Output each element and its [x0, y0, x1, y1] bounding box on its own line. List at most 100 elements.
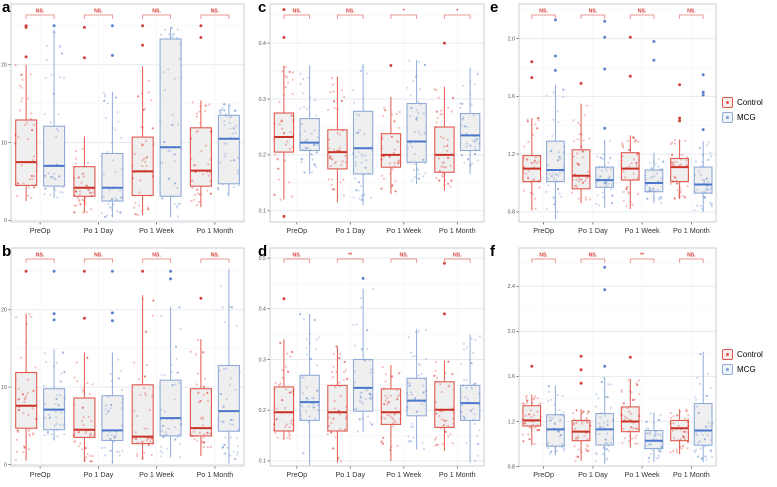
svg-text:NS.: NS. [539, 253, 548, 259]
svg-text:NS.: NS. [589, 9, 598, 15]
svg-text:2.0: 2.0 [508, 329, 515, 335]
legend-label-control: Control [737, 98, 763, 107]
svg-text:1.6: 1.6 [508, 94, 515, 100]
svg-text:PreOp: PreOp [286, 226, 307, 235]
panel-c: c NS. NS. * * 0.1 0.2 0.3 0.4 PreOp Po 1 Day Po 1 … [256, 0, 488, 243]
panel-f: f NS. NS. ** NS. 0.8 1.2 1.6 2.0 2.4 PreOp Po 1 Da… [488, 243, 720, 487]
mcg-key-icon [722, 112, 733, 123]
svg-text:NS.: NS. [152, 253, 161, 259]
svg-text:Po 1 Month: Po 1 Month [197, 470, 234, 479]
svg-text:Po 1 Week: Po 1 Week [386, 470, 421, 479]
legend-label-mcg: MCG [737, 113, 756, 122]
svg-text:NS.: NS. [211, 253, 220, 259]
svg-text:NS.: NS. [211, 9, 220, 15]
svg-text:2.0: 2.0 [508, 36, 515, 42]
svg-text:NS.: NS. [94, 253, 103, 259]
svg-text:0.3: 0.3 [259, 357, 266, 363]
svg-text:PreOp: PreOp [30, 470, 51, 479]
svg-text:PreOp: PreOp [533, 470, 554, 479]
panel-letter-e: e [490, 0, 499, 16]
svg-text:Po 1 Day: Po 1 Day [578, 226, 608, 235]
svg-text:NS.: NS. [152, 9, 161, 15]
svg-text:NS.: NS. [687, 253, 696, 259]
svg-text:PreOp: PreOp [533, 226, 554, 235]
svg-text:0: 0 [4, 462, 7, 468]
svg-text:Po 1 Month: Po 1 Month [439, 226, 476, 235]
boxplot-chart-c: NS. NS. * * 0.1 0.2 0.3 0.4 PreOp Po 1 Day Po 1 We… [259, 3, 485, 235]
legend-item-mcg: MCG [722, 112, 763, 123]
svg-text:NS.: NS. [346, 9, 355, 15]
svg-text:Po 1 Week: Po 1 Week [625, 226, 660, 235]
svg-text:0.4: 0.4 [259, 41, 266, 47]
svg-text:NS.: NS. [292, 253, 301, 259]
panel-letter-d: d [258, 243, 268, 260]
legend-label-mcg: MCG [737, 365, 756, 374]
svg-text:NS.: NS. [94, 9, 103, 15]
boxplot-chart-d: NS. ** NS. NS. 0.1 0.2 0.3 0.4 0.5 PreOp Po 1 Day P… [259, 247, 485, 479]
legend-label-control: Control [737, 350, 763, 359]
svg-text:Po 1 Day: Po 1 Day [336, 470, 366, 479]
svg-text:Po 1 Day: Po 1 Day [336, 226, 366, 235]
svg-text:10: 10 [1, 385, 7, 391]
control-key-icon [722, 97, 733, 108]
legend-top: Control MCG [722, 97, 763, 123]
svg-text:0.1: 0.1 [259, 459, 266, 465]
svg-text:NS.: NS. [36, 9, 45, 15]
svg-text:NS.: NS. [292, 9, 301, 15]
panel-b: b NS. NS. NS. NS. 0 10 20 PreOp Po 1 Day Po 1 Wee… [0, 243, 256, 487]
svg-text:0.2: 0.2 [259, 153, 266, 159]
svg-text:20: 20 [1, 308, 7, 314]
svg-text:0: 0 [4, 218, 7, 224]
svg-text:*: * [456, 9, 459, 15]
legend-bottom: Control MCG [722, 349, 763, 375]
svg-text:PreOp: PreOp [286, 470, 307, 479]
svg-text:Po 1 Day: Po 1 Day [84, 226, 114, 235]
svg-text:0.4: 0.4 [259, 307, 266, 313]
svg-text:Po 1 Month: Po 1 Month [673, 226, 710, 235]
svg-text:Po 1 Day: Po 1 Day [84, 470, 114, 479]
svg-text:1.2: 1.2 [508, 419, 515, 425]
svg-text:PreOp: PreOp [30, 226, 51, 235]
panel-a: a NS. NS. NS. NS. 0 10 20 PreOp Po 1 Day Po 1 Wee… [0, 0, 256, 243]
svg-text:NS.: NS. [36, 253, 45, 259]
svg-text:Po 1 Month: Po 1 Month [673, 470, 710, 479]
legend-item-mcg: MCG [722, 364, 763, 375]
svg-text:0.8: 0.8 [508, 464, 515, 470]
boxplot-chart-a: NS. NS. NS. NS. 0 10 20 PreOp Po 1 Day Po 1 Week P… [1, 3, 245, 235]
svg-text:1.6: 1.6 [508, 374, 515, 380]
panel-letter-a: a [2, 0, 11, 16]
svg-text:0.3: 0.3 [259, 97, 266, 103]
svg-text:**: ** [348, 253, 353, 259]
svg-text:Po 1 Month: Po 1 Month [439, 470, 476, 479]
control-key-icon [722, 349, 733, 360]
svg-text:0.8: 0.8 [508, 210, 515, 216]
svg-text:Po 1 Day: Po 1 Day [578, 470, 608, 479]
legend-item-control: Control [722, 97, 763, 108]
panel-letter-c: c [258, 0, 267, 16]
boxplot-chart-f: NS. NS. ** NS. 0.8 1.2 1.6 2.0 2.4 PreOp Po 1 Day P… [508, 247, 717, 479]
svg-text:Po 1 Week: Po 1 Week [386, 226, 421, 235]
svg-text:2.4: 2.4 [508, 284, 515, 290]
svg-text:NS.: NS. [638, 9, 647, 15]
svg-text:10: 10 [1, 140, 7, 146]
svg-text:Po 1 Month: Po 1 Month [197, 226, 234, 235]
svg-text:Po 1 Week: Po 1 Week [139, 470, 174, 479]
panel-e: e NS. NS. NS. NS. 0.8 1.2 1.6 2.0 PreOp Po 1 Day P… [488, 0, 720, 243]
svg-text:Po 1 Week: Po 1 Week [625, 470, 660, 479]
panel-letter-f: f [490, 243, 495, 260]
mcg-key-icon [722, 364, 733, 375]
panel-letter-b: b [2, 243, 12, 260]
svg-text:0.2: 0.2 [259, 408, 266, 414]
svg-text:NS.: NS. [589, 253, 598, 259]
svg-text:0.1: 0.1 [259, 209, 266, 215]
boxplot-chart-b: NS. NS. NS. NS. 0 10 20 PreOp Po 1 Day Po 1 Week P… [1, 247, 245, 479]
svg-text:NS.: NS. [399, 253, 408, 259]
legend-item-control: Control [722, 349, 763, 360]
svg-text:20: 20 [1, 63, 7, 69]
svg-text:0.5: 0.5 [259, 256, 266, 262]
svg-text:NS.: NS. [453, 253, 462, 259]
svg-text:1.2: 1.2 [508, 152, 515, 158]
panel-d: d NS. ** NS. NS. 0.1 0.2 0.3 0.4 0.5 PreOp Po 1 Da… [256, 243, 488, 487]
svg-text:NS.: NS. [539, 9, 548, 15]
